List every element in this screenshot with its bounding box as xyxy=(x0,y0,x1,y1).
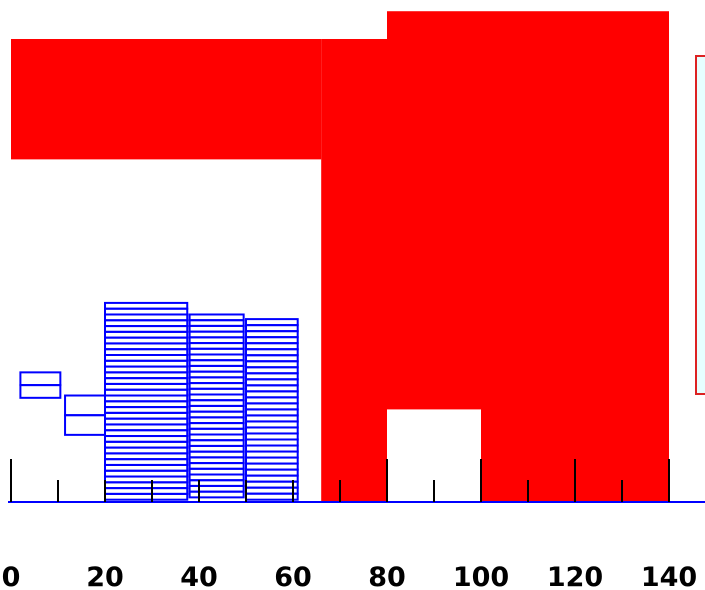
x-tick-label: 40 xyxy=(180,562,218,590)
x-tick-label: 0 xyxy=(2,562,21,590)
x-tick-label: 60 xyxy=(274,562,312,590)
x-tick-label: 100 xyxy=(453,562,509,590)
blue-box xyxy=(64,394,107,417)
blue-box xyxy=(19,371,62,387)
x-tick-label: 120 xyxy=(547,562,603,590)
blue-stack-5 xyxy=(245,318,299,501)
x-axis-ticks xyxy=(10,459,670,502)
blue-stack-3 xyxy=(104,301,189,501)
blue-box xyxy=(188,490,245,499)
x-axis-tick-labels: 0 20 40 60 80 100 120 140 xyxy=(2,562,698,590)
blue-box-series xyxy=(19,301,299,501)
blue-box xyxy=(19,384,62,399)
red-area-segment-2 xyxy=(321,39,387,502)
blue-box xyxy=(104,492,189,501)
red-area-segment-1 xyxy=(11,39,322,160)
x-tick-label: 20 xyxy=(86,562,124,590)
red-area-series xyxy=(11,11,669,502)
blue-box xyxy=(64,414,107,436)
x-tick-label: 80 xyxy=(368,562,406,590)
blue-stack-1 xyxy=(19,371,62,399)
x-tick-label: 140 xyxy=(641,562,697,590)
blue-box xyxy=(245,492,299,501)
blue-stack-4 xyxy=(188,313,245,499)
x-axis: 0 20 40 60 80 100 120 140 xyxy=(2,459,705,590)
legend-box xyxy=(695,55,705,395)
blue-stack-2 xyxy=(64,394,107,436)
